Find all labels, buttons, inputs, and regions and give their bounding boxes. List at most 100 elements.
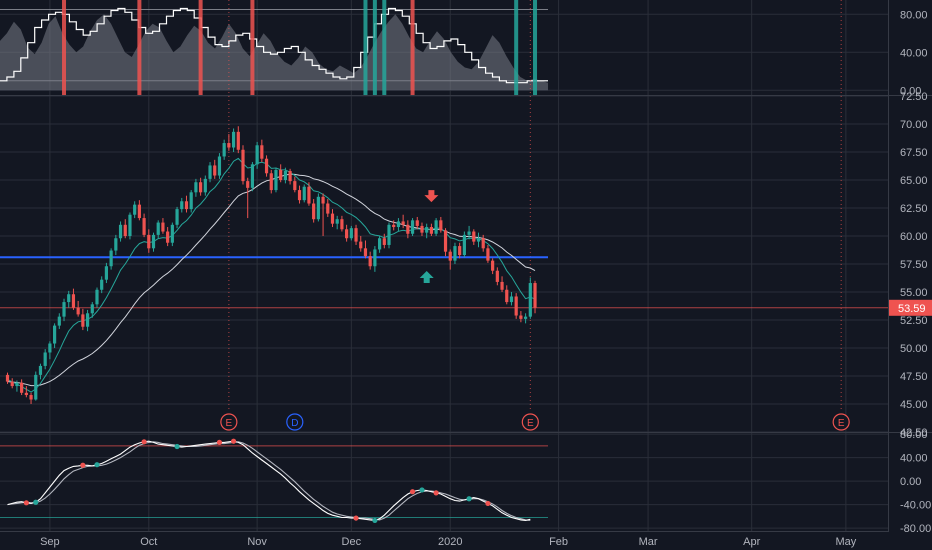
candle-body: [123, 224, 127, 236]
candle-body: [43, 352, 47, 366]
price-y-tick-label: 50.00: [900, 343, 928, 355]
price-y-tick-label: 70.00: [900, 119, 928, 131]
candle-body: [500, 281, 504, 290]
stochastic-cross-dot: [419, 487, 425, 493]
candle-body: [203, 178, 207, 193]
top-signal-bar: [363, 0, 368, 95]
price-y-tick-label: 72.50: [900, 91, 928, 103]
candle-body: [524, 316, 528, 319]
candle-body: [505, 289, 509, 303]
stochastic-cross-dot: [174, 443, 180, 450]
stochastic-cross-dot: [94, 462, 100, 468]
candle-body: [90, 304, 94, 314]
earnings-marker-icon: [220, 413, 238, 431]
candle-body: [302, 186, 306, 201]
top-signal-bar: [198, 0, 203, 95]
candle-body: [222, 143, 226, 157]
candle-body: [62, 302, 66, 317]
x-axis-month-label: Feb: [549, 536, 568, 548]
candle-body: [387, 224, 391, 245]
stochastic-cross-dot: [216, 439, 223, 445]
candle-body: [180, 201, 184, 210]
candle-body: [297, 190, 302, 201]
candle-body: [340, 219, 344, 230]
stochastic-cross-dot: [33, 499, 39, 505]
candle-body: [410, 220, 415, 234]
earnings-marker-label: E: [226, 418, 233, 429]
stochastic-cross-dot: [409, 489, 416, 495]
candle-body: [269, 173, 273, 191]
candle-body: [481, 238, 485, 249]
last-price-label: 53.59: [898, 303, 926, 315]
price-y-tick-label: 55.00: [900, 287, 928, 299]
top-y-tick-label: 0.00: [900, 85, 921, 97]
x-axis-month-label: Oct: [140, 536, 157, 548]
dividend-marker-label: D: [291, 418, 298, 429]
stochastic-cross-dot: [230, 438, 237, 444]
stochastic-cross-dot: [353, 515, 359, 521]
bottom-y-tick-label: 40.00: [900, 453, 928, 465]
price-y-tick-label: 47.50: [900, 371, 928, 383]
bottom-y-tick-label: -80.00: [900, 523, 931, 535]
candle-body: [330, 213, 335, 224]
candle-body: [217, 156, 222, 176]
candle-body: [326, 203, 330, 214]
stochastic-cross-dot: [372, 517, 378, 524]
candle-body: [401, 221, 405, 225]
candle-body: [368, 256, 372, 267]
x-axis-month-label: Mar: [639, 536, 658, 548]
candle-body: [10, 381, 14, 387]
candle-body: [170, 224, 174, 243]
candle-body: [434, 220, 438, 234]
candle-body: [208, 165, 212, 179]
candle-body: [288, 171, 292, 182]
candle-body: [486, 248, 490, 261]
candle-body: [476, 238, 481, 242]
top-y-tick-label: 80.00: [900, 9, 928, 21]
earnings-marker-label: E: [838, 418, 845, 429]
x-axis-month-label: Nov: [247, 536, 267, 548]
stochastic-cross-dot: [466, 496, 472, 502]
candle-body: [392, 224, 396, 228]
top-signal-bar: [372, 0, 377, 95]
candle-body: [420, 225, 424, 233]
x-axis-month-label: Dec: [342, 536, 362, 548]
candle-body: [246, 181, 250, 188]
candle-body: [95, 289, 99, 305]
x-axis-month-label: Apr: [743, 536, 760, 548]
price-y-tick-label: 62.50: [900, 203, 928, 215]
candle-body: [156, 222, 160, 235]
candle-body: [274, 169, 278, 191]
last-price-badge: [889, 299, 932, 316]
buy-arrow-icon: [419, 270, 434, 283]
candle-body: [462, 234, 466, 256]
candle-body: [76, 307, 80, 315]
candle-body: [349, 228, 353, 239]
candle-body: [109, 250, 113, 267]
top-oscillator-panel[interactable]: [0, 0, 548, 95]
stochastic-cross-dot: [141, 439, 147, 445]
candle-body: [189, 192, 193, 210]
candle-body: [161, 222, 165, 232]
candle-body: [363, 248, 368, 257]
candle-body: [81, 314, 85, 327]
x-axis-month-label: May: [835, 536, 856, 548]
top-signal-bar: [410, 0, 415, 95]
candle-body: [250, 164, 255, 188]
top-signal-bar: [514, 0, 519, 95]
candle-body: [307, 186, 311, 204]
stochastic-cross-dot: [80, 462, 86, 468]
candle-body: [227, 143, 231, 148]
candle-body: [114, 238, 118, 251]
candle-body: [128, 214, 132, 236]
candle-body: [104, 266, 109, 280]
price-y-tick-label: 42.50: [900, 427, 928, 439]
candle-body: [491, 260, 495, 271]
bottom-oscillator-panel[interactable]: [0, 438, 548, 524]
candle-body: [448, 251, 452, 261]
stochastic-cross-dot: [433, 490, 439, 496]
candle-body: [213, 165, 217, 176]
